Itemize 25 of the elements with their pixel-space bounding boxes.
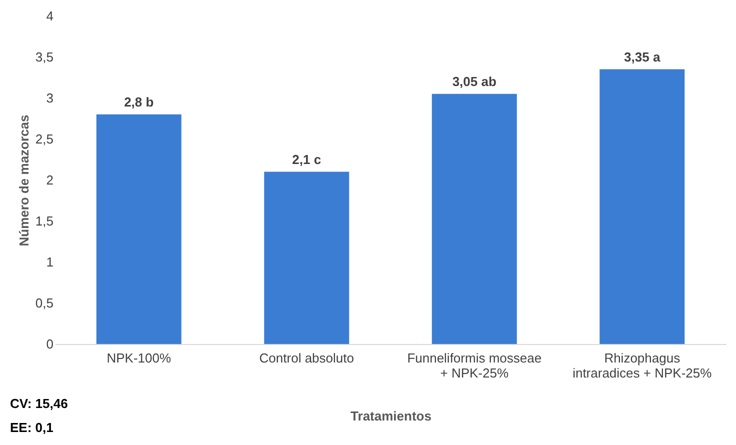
y-tick-label: 3 — [46, 90, 54, 106]
x-tick-label: Funneliformis mosseae + NPK-25% — [407, 350, 542, 380]
bar — [264, 172, 350, 344]
y-tick-label: 2 — [46, 172, 54, 188]
y-tick-label: 3,5 — [35, 50, 54, 64]
bar — [96, 114, 182, 344]
y-tick-label: 0 — [46, 336, 54, 352]
y-tick-label: 4 — [46, 8, 54, 24]
data-label: 3,35 a — [624, 49, 661, 64]
text: CV: 15,46 — [10, 396, 68, 411]
text: EE: 0,1 — [10, 420, 54, 435]
x-tick-label: Rhizophagus intraradices + NPK-25% — [572, 350, 712, 380]
y-tick-label: 1,5 — [35, 214, 54, 228]
data-label: 2,8 b — [124, 94, 154, 110]
x-tick-label: Control absoluto — [259, 350, 354, 366]
x-axis-title: Tratamientos — [350, 408, 432, 424]
data-label: 2,1 c — [292, 152, 322, 167]
y-axis-title: Número de mazorcas — [16, 114, 32, 246]
data-label: 3,05 ab — [452, 74, 496, 89]
y-tick-label: 0,5 — [35, 296, 54, 310]
x-tick-label: NPK-100% — [106, 350, 172, 366]
y-tick-label: 1 — [46, 254, 54, 270]
bar — [432, 94, 517, 344]
y-tick-label: 2,5 — [35, 132, 54, 146]
bar — [600, 69, 685, 344]
